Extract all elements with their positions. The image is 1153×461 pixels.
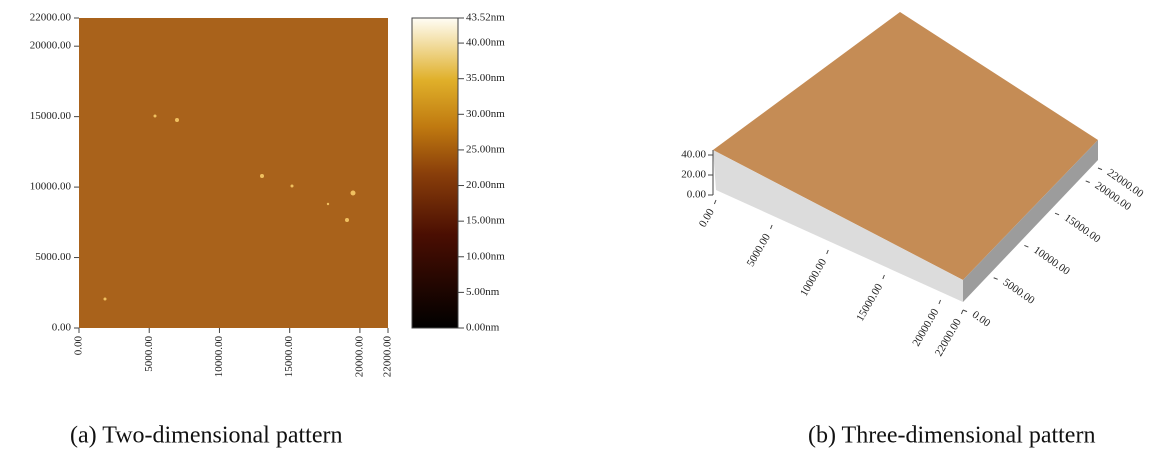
colorbar-label: 40.00nm	[466, 37, 505, 49]
colorbar	[412, 18, 458, 328]
caption: (b) Three-dimensional pattern	[808, 423, 1095, 449]
x-tick-label: 20000.00	[910, 306, 941, 348]
y-tick	[1098, 168, 1102, 170]
colorbar-label: 35.00nm	[466, 72, 505, 84]
colorbar-label: 25.00nm	[466, 143, 505, 155]
x-tick	[939, 300, 941, 304]
colorbar-label: 20.00nm	[466, 179, 505, 191]
colorbar-label: 0.00nm	[466, 322, 500, 334]
x-tick-label: 15000.00	[283, 336, 295, 378]
y-tick	[1055, 213, 1059, 215]
x-tick-label: 22000.00	[382, 336, 394, 378]
x-tick-label: 15000.00	[854, 281, 885, 323]
y-tick	[963, 310, 967, 312]
y-tick-label: 0.00	[52, 322, 72, 334]
colorbar-label: 43.52nm	[466, 12, 505, 24]
height-map	[79, 18, 388, 328]
x-tick	[827, 250, 829, 254]
x-tick-label: 10000.00	[213, 336, 225, 378]
x-tick	[714, 200, 716, 204]
x-tick-label: 0.00	[697, 206, 717, 229]
x-tick	[883, 275, 885, 279]
y-tick	[1086, 181, 1090, 183]
caption: (a) Two-dimensional pattern	[70, 423, 342, 449]
colorbar-label: 30.00nm	[466, 108, 505, 120]
y-tick-label: 22000.00	[30, 12, 72, 24]
y-tick-label: 0.00	[970, 309, 993, 330]
y-tick-label: 10000.00	[30, 181, 72, 193]
colorbar-label: 15.00nm	[466, 215, 505, 227]
y-tick-label: 10000.00	[1031, 244, 1072, 278]
z-tick-label: 20.00	[681, 169, 706, 181]
x-tick-label: 0.00	[73, 336, 85, 356]
x-tick	[961, 310, 963, 314]
colorbar-label: 10.00nm	[466, 250, 505, 262]
x-tick-label: 5000.00	[745, 231, 774, 268]
x-tick-label: 10000.00	[798, 256, 829, 298]
y-tick-label: 5000.00	[35, 251, 71, 263]
x-tick	[771, 225, 773, 229]
z-tick-label: 0.00	[687, 189, 707, 201]
figure: (a) Two-dimensional pattern (b) Three-di…	[0, 0, 1153, 456]
x-tick-label: 20000.00	[353, 336, 365, 378]
y-tick-label: 15000.00	[30, 110, 72, 122]
y-tick-label: 20000.00	[30, 40, 72, 52]
colorbar-label: 5.00nm	[466, 286, 500, 298]
y-tick-label: 15000.00	[1062, 212, 1103, 246]
x-tick-label: 22000.00	[933, 316, 964, 358]
y-tick	[994, 278, 998, 280]
y-tick	[1024, 245, 1028, 247]
x-tick-label: 5000.00	[143, 336, 155, 372]
z-tick-label: 40.00	[681, 149, 706, 161]
y-tick-label: 5000.00	[1001, 276, 1038, 307]
